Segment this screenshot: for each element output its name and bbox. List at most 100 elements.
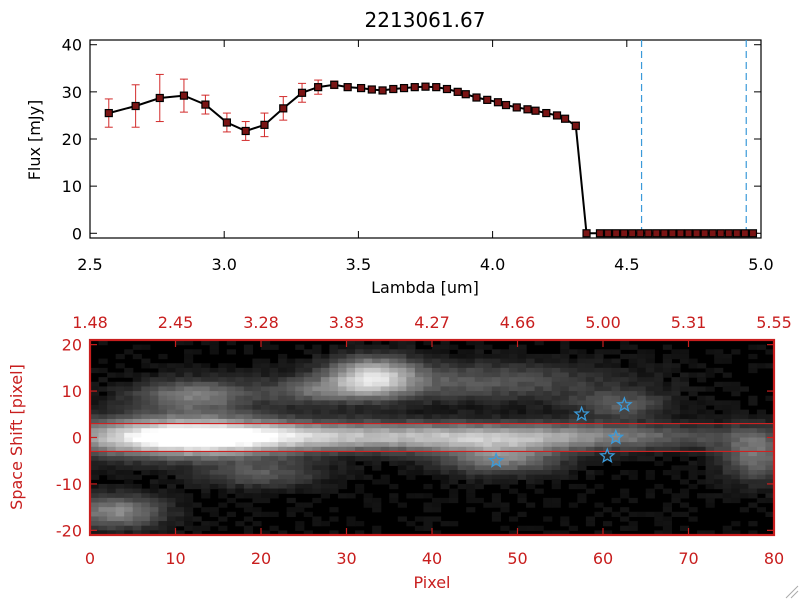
- image-cell: [226, 442, 236, 448]
- image-cell: [423, 442, 433, 448]
- image-cell: [218, 483, 228, 490]
- image-cell: [474, 395, 484, 401]
- image-cell: [603, 418, 613, 425]
- image-cell: [603, 409, 613, 415]
- image-cell: [149, 516, 159, 522]
- image-cell: [166, 377, 177, 383]
- image-cell: [107, 530, 117, 536]
- image-cell: [243, 377, 254, 383]
- image-cell: [748, 493, 758, 499]
- image-cell: [218, 409, 228, 415]
- image-cell: [286, 405, 296, 411]
- image-cell: [329, 367, 339, 374]
- image-cell: [201, 493, 211, 499]
- image-cell: [551, 432, 561, 439]
- image-cell: [449, 437, 459, 443]
- image-cell: [645, 488, 655, 494]
- image-cell: [141, 502, 151, 508]
- image-cell: [235, 483, 245, 490]
- image-cell: [705, 414, 715, 420]
- image-cell: [466, 423, 476, 429]
- image-cell: [355, 456, 365, 462]
- image-cell: [731, 488, 741, 494]
- image-cell: [491, 381, 501, 388]
- image-cell: [688, 483, 698, 490]
- image-cell: [697, 432, 707, 439]
- reference-lines: [586, 40, 761, 238]
- wavelength-tick-label: 5.00: [585, 313, 621, 332]
- image-cell: [389, 423, 399, 429]
- image-cell: [568, 483, 578, 490]
- image-cell: [483, 395, 493, 401]
- image-cell: [98, 493, 108, 499]
- image-cell: [141, 442, 151, 448]
- image-cell: [611, 381, 621, 388]
- image-cell: [620, 381, 630, 388]
- data-point: [512, 103, 521, 112]
- image-cell: [423, 493, 433, 499]
- image-cell: [243, 423, 254, 429]
- image-cell: [209, 460, 219, 466]
- image-cell: [201, 423, 211, 429]
- image-cell: [218, 456, 228, 462]
- image-cell: [628, 451, 638, 457]
- image-cell: [226, 428, 236, 434]
- image-cell: [423, 432, 433, 439]
- image-cell: [414, 446, 425, 453]
- image-cell: [406, 428, 416, 434]
- image-cell: [261, 381, 271, 388]
- image-cell: [90, 511, 100, 518]
- image-cell: [397, 423, 407, 429]
- image-cell: [329, 446, 339, 453]
- image-cell: [449, 363, 459, 369]
- image-cell: [175, 493, 185, 499]
- image-cell: [295, 423, 305, 429]
- image-cell: [303, 391, 313, 397]
- image-cell: [209, 470, 219, 476]
- image-cell: [611, 377, 621, 383]
- image-cell: [679, 414, 690, 420]
- image-cell: [611, 460, 621, 466]
- image-cell: [679, 358, 690, 364]
- image-cell: [628, 428, 638, 434]
- image-cell: [346, 367, 356, 374]
- image-cell: [192, 432, 202, 439]
- image-cell: [491, 428, 501, 434]
- image-cell: [235, 409, 245, 415]
- image-cell: [252, 395, 262, 401]
- image-cell: [337, 479, 348, 485]
- image-cell: [158, 479, 168, 485]
- image-cell: [568, 418, 578, 425]
- image-cell: [645, 367, 655, 374]
- image-cell: [166, 442, 177, 448]
- resize-grip-icon[interactable]: [785, 585, 799, 599]
- image-cell: [252, 507, 262, 513]
- image-cell: [645, 395, 655, 401]
- image-cell: [466, 381, 476, 388]
- data-point: [636, 229, 645, 238]
- image-cell: [637, 372, 647, 378]
- image-cell: [628, 423, 638, 429]
- image-cell: [278, 386, 288, 392]
- image-cell: [645, 511, 655, 518]
- image-cell: [397, 349, 407, 355]
- image-cell: [243, 395, 254, 401]
- image-cell: [449, 409, 459, 415]
- image-cell: [679, 418, 690, 425]
- image-cell: [611, 432, 621, 439]
- image-cell: [124, 418, 134, 425]
- image-cell: [457, 391, 467, 397]
- image-cell: [508, 470, 519, 476]
- image-cell: [269, 479, 279, 485]
- image-cell: [688, 391, 698, 397]
- image-cell: [628, 386, 638, 392]
- image-cell: [731, 418, 741, 425]
- image-cell: [303, 460, 313, 466]
- image-cell: [192, 400, 202, 406]
- image-cell: [765, 465, 775, 471]
- image-cell: [432, 465, 442, 471]
- image-cell: [346, 344, 356, 350]
- image-cell: [705, 372, 715, 378]
- image-cell: [406, 377, 416, 383]
- image-cell: [107, 525, 117, 531]
